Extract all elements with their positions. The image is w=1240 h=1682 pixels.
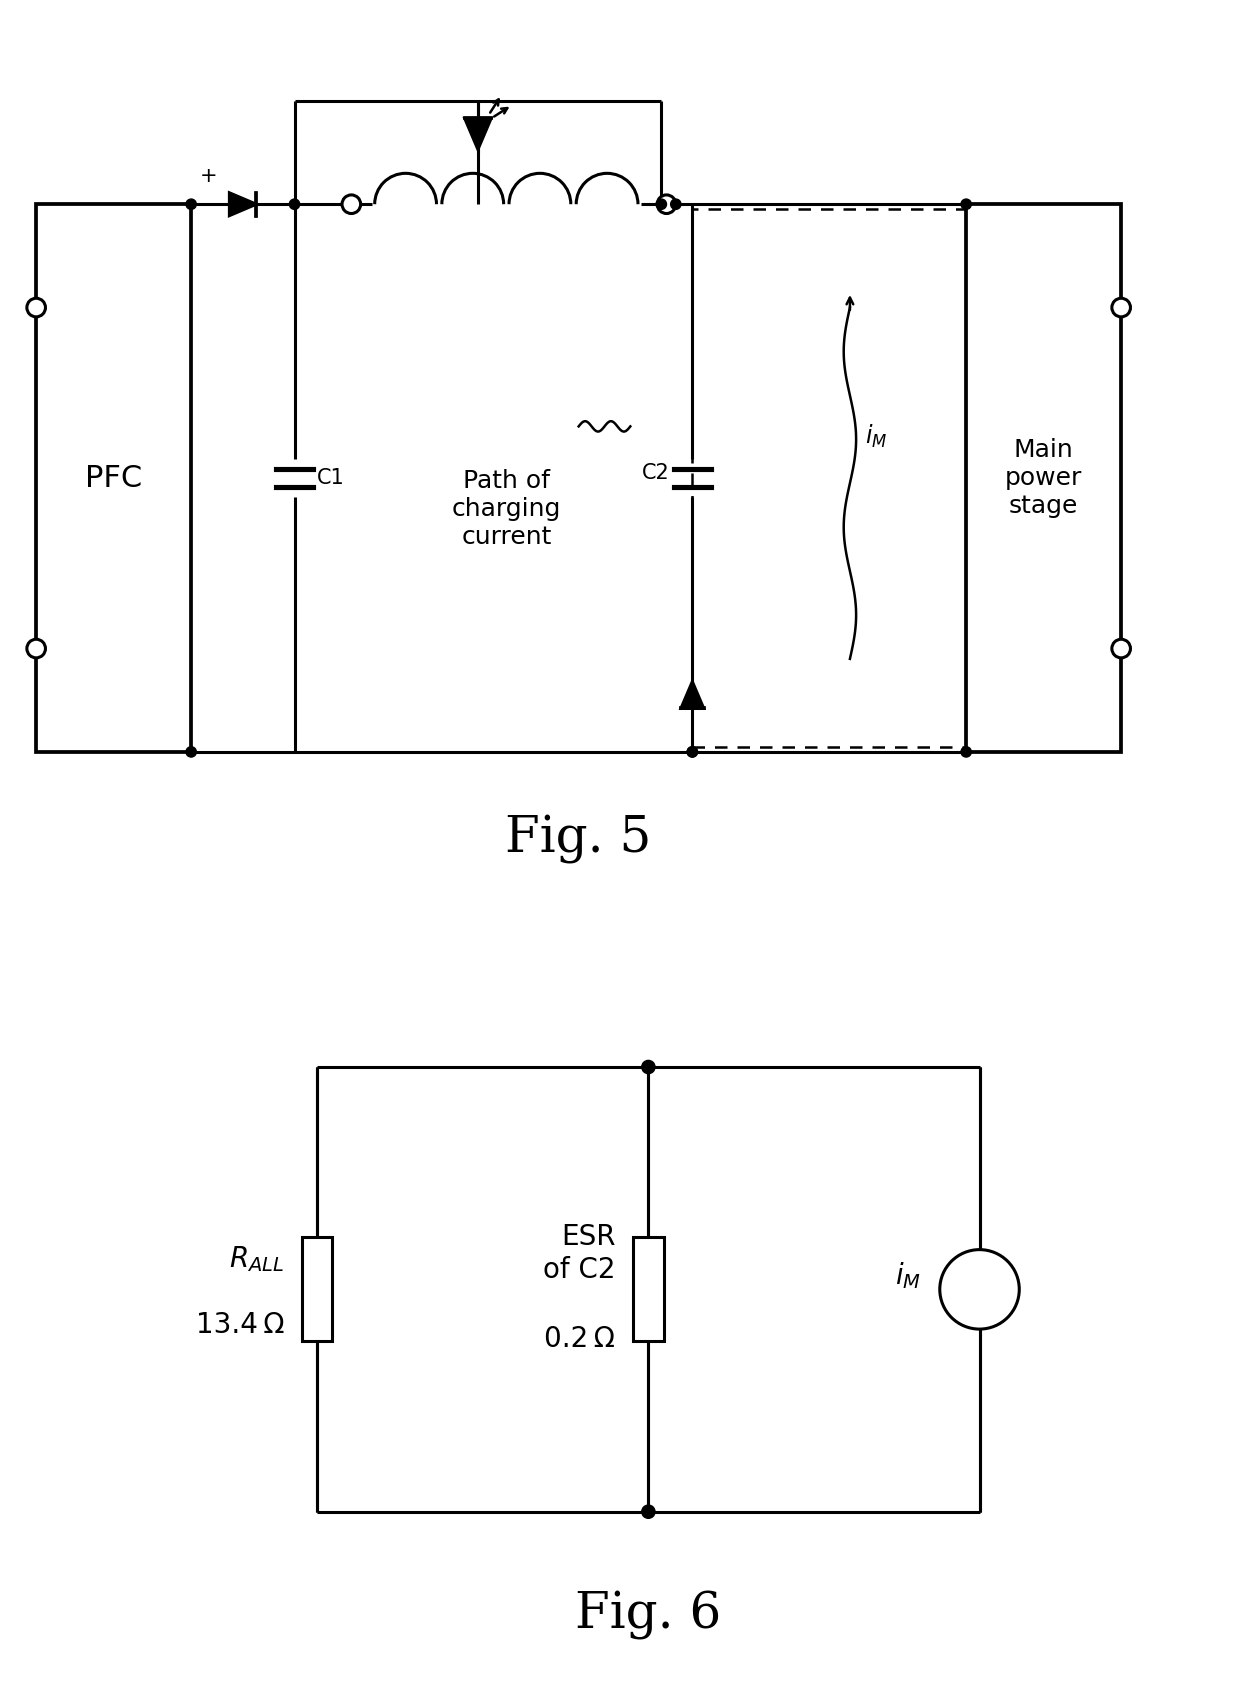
Bar (303, 1238, 332, 1342)
Circle shape (656, 198, 667, 209)
Circle shape (671, 198, 681, 209)
Text: $i_M$: $i_M$ (895, 1260, 921, 1290)
Circle shape (1112, 639, 1131, 658)
Circle shape (642, 1060, 655, 1073)
Circle shape (186, 198, 196, 209)
Circle shape (27, 639, 46, 658)
Polygon shape (229, 193, 257, 215)
Text: $R_{ALL}$: $R_{ALL}$ (229, 1245, 284, 1273)
Bar (634, 1238, 663, 1342)
Text: C1: C1 (317, 468, 345, 488)
Text: Fig. 6: Fig. 6 (575, 1591, 722, 1640)
Text: 0.2 Ω: 0.2 Ω (544, 1324, 615, 1352)
Circle shape (186, 747, 196, 757)
Bar (966, 204, 1121, 752)
Text: 13.4 Ω: 13.4 Ω (196, 1312, 284, 1339)
Circle shape (289, 198, 300, 209)
Circle shape (961, 747, 971, 757)
Text: Fig. 5: Fig. 5 (506, 816, 652, 865)
Circle shape (642, 1505, 655, 1519)
Circle shape (657, 195, 676, 214)
Text: C2: C2 (642, 463, 670, 483)
Polygon shape (681, 681, 704, 708)
Circle shape (27, 298, 46, 316)
Text: Path of
charging
current: Path of charging current (451, 469, 560, 548)
Text: ESR
of C2: ESR of C2 (543, 1223, 615, 1283)
Text: +: + (200, 165, 217, 185)
Circle shape (687, 747, 697, 757)
Circle shape (940, 1250, 1019, 1329)
Bar (36, 204, 191, 752)
Polygon shape (465, 118, 491, 150)
Text: Main
power
stage: Main power stage (1004, 439, 1083, 518)
Circle shape (687, 747, 697, 757)
Bar (692, 209, 966, 747)
Circle shape (1112, 298, 1131, 316)
Text: $i_M$: $i_M$ (866, 424, 888, 451)
Circle shape (342, 195, 361, 214)
Circle shape (961, 198, 971, 209)
Text: PFC: PFC (86, 464, 143, 493)
